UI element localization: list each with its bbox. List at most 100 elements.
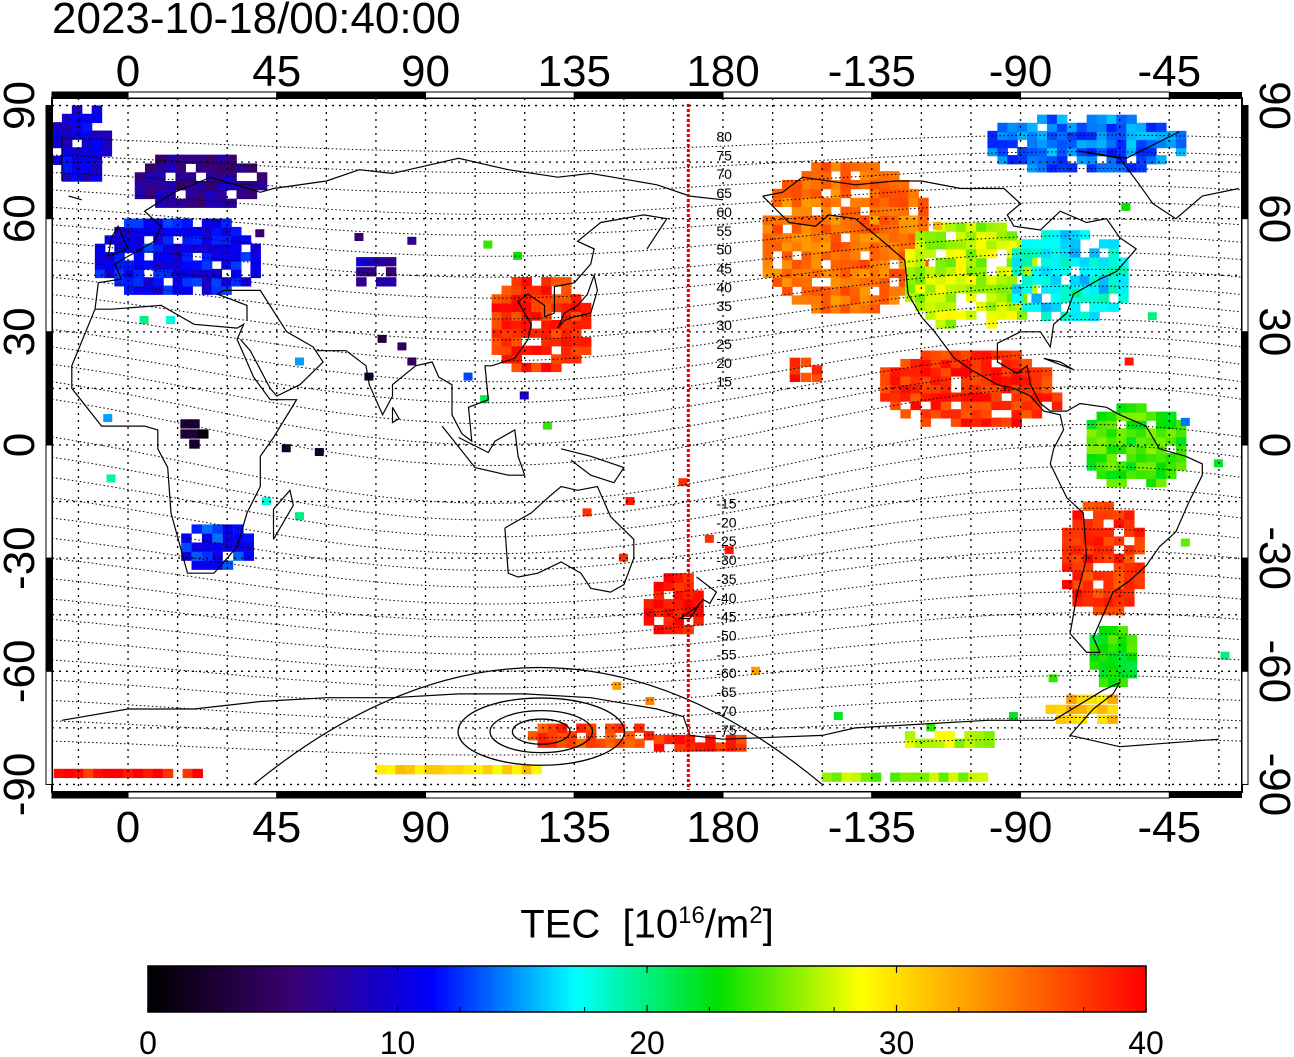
tec-cell (385, 277, 397, 287)
tec-cell (1046, 122, 1058, 133)
tec-cell (1021, 375, 1033, 385)
tec-cell (91, 113, 103, 124)
tec-cell (1107, 714, 1119, 725)
tec-cell (851, 772, 862, 782)
tec-cell (1124, 571, 1135, 581)
tec-cell (211, 268, 223, 279)
tec-cell (1076, 155, 1088, 165)
tec-cell (1082, 588, 1094, 598)
tec-cell (1011, 384, 1022, 394)
tec-cell (935, 275, 946, 285)
tec-cell (570, 337, 582, 347)
tec-cell (986, 310, 997, 320)
tec-cell (1089, 311, 1100, 321)
tec-cell (144, 163, 156, 173)
tec-cell (192, 268, 203, 279)
tec-cell (1031, 367, 1043, 377)
tec-cell (925, 292, 936, 303)
frame-bar (45, 331, 53, 446)
tec-cell (944, 731, 956, 741)
tec-cell (996, 266, 1008, 276)
tec-cell (782, 277, 793, 287)
tec-cell (541, 362, 552, 373)
tec-cell (192, 226, 203, 237)
tec-point (407, 236, 417, 245)
tec-cell (955, 284, 967, 294)
tec-cell (114, 243, 125, 253)
tec-cell (531, 328, 542, 338)
tec-cell (986, 222, 997, 232)
tec-cell (915, 231, 926, 241)
lon-tick-label-top: -45 (1137, 47, 1201, 96)
tec-cell (673, 616, 684, 626)
lon-tick-label-bottom: -90 (989, 803, 1053, 852)
tec-cell (491, 311, 503, 321)
tec-cell (185, 198, 197, 208)
tec-cell (850, 304, 861, 314)
tec-cell (205, 154, 217, 164)
tec-cell (124, 285, 135, 295)
tec-cell (205, 163, 217, 173)
tec-cell (511, 302, 522, 313)
tec-cell (830, 188, 842, 199)
tec-cell (1046, 155, 1058, 165)
contour-line (52, 612, 1242, 655)
tec-cell (201, 285, 213, 295)
contour-line (52, 134, 1242, 153)
tec-cell (1069, 257, 1081, 267)
tec-cell (908, 197, 919, 207)
tec-cell (920, 417, 932, 427)
tec-cell (501, 337, 513, 347)
tec-cell (1001, 367, 1012, 377)
tec-cell (570, 345, 582, 355)
tec-cell (1156, 411, 1167, 421)
tec-cell (1001, 417, 1012, 427)
tec-cell (201, 226, 213, 237)
tec-cell (1007, 155, 1018, 165)
tec-cell (1089, 643, 1101, 653)
tec-cell (1116, 403, 1127, 413)
tec-cell (501, 354, 513, 364)
tec-cell (547, 731, 558, 741)
tec-cell (1098, 275, 1110, 285)
tec-cell (859, 179, 871, 190)
tec-cell (1086, 155, 1098, 165)
coastline (678, 576, 718, 620)
tec-cell (1089, 257, 1100, 267)
tec-cell (850, 268, 861, 278)
axis-labels: 0045459090135135180180-135-135-90-90-45-… (0, 47, 1294, 852)
tec-cell (820, 206, 832, 216)
contour-label: 70 (716, 166, 732, 182)
tec-cell (1117, 669, 1128, 679)
contour-label: 30 (716, 317, 732, 333)
contour-labels: 80 75 70 65 60 55 50 45 40 35 30 25 20 15 -15 -20 -25 -30… (716, 128, 736, 737)
tec-cell (986, 240, 997, 250)
tec-cell (918, 206, 929, 216)
tec-cell (1136, 461, 1147, 471)
tec-cell (1011, 367, 1022, 377)
tec-point (1180, 417, 1190, 426)
tec-cell (143, 260, 155, 270)
tec-cell (840, 179, 851, 190)
tec-cell (910, 375, 921, 385)
tec-cell (61, 147, 73, 157)
tec-cell (663, 573, 675, 583)
tec-cell (840, 268, 851, 278)
tec-cell (879, 250, 890, 261)
tec-cell (974, 731, 985, 741)
tec-cell (1116, 138, 1127, 149)
tec-cell (1021, 392, 1033, 402)
tec-cell (705, 742, 716, 752)
tec-cell (1012, 266, 1023, 276)
tec-cell (971, 409, 982, 419)
contour-label: 35 (716, 298, 732, 314)
tec-cell (561, 328, 572, 338)
tec-cell (850, 286, 861, 296)
colorbar-tick-label: 30 (879, 1025, 915, 1057)
tec-cell (226, 172, 237, 182)
tec-cell (1118, 266, 1129, 276)
tec-cell (1097, 714, 1108, 725)
tec-cell (201, 560, 213, 570)
tec-cell (246, 189, 258, 200)
tec-cell (1031, 375, 1043, 385)
